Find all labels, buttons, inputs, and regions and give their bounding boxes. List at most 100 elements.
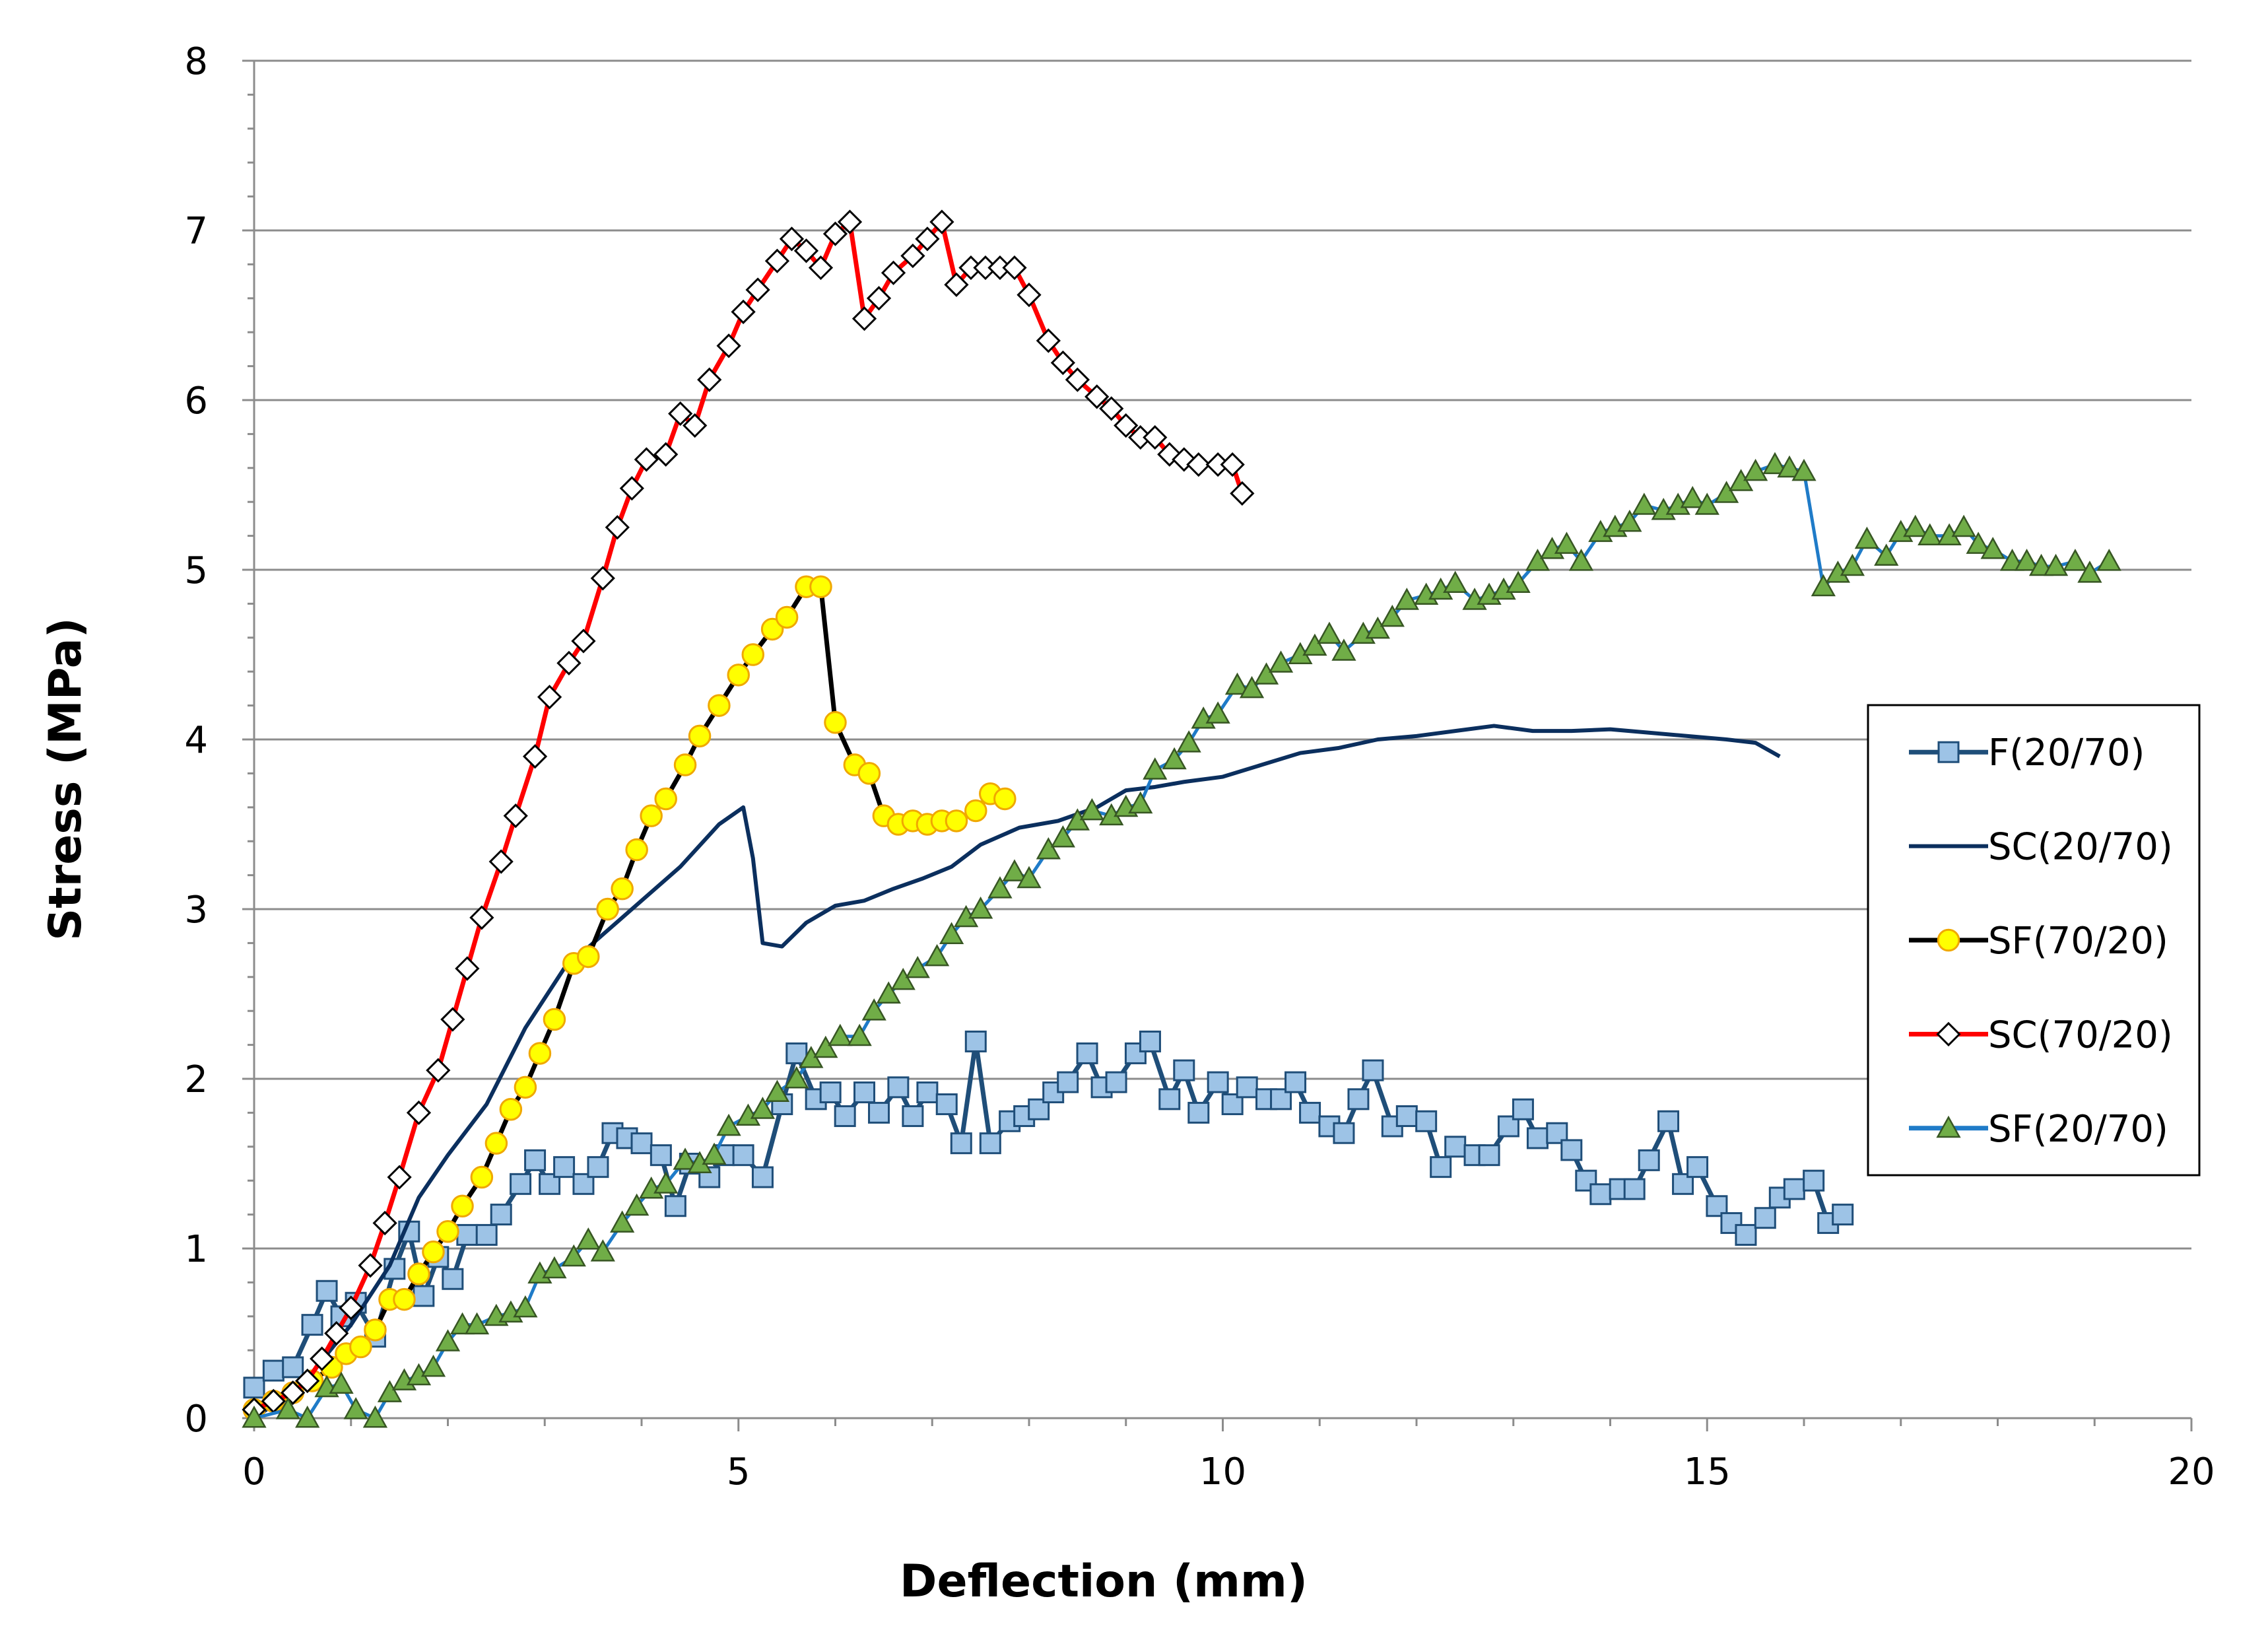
legend-marker-SC(70/20): [1936, 1021, 1961, 1047]
series-SC(70/20): [242, 209, 1255, 1422]
data-point-SF(20/70)-10: [420, 1354, 446, 1377]
data-point-F(20/70)-78: [1512, 1098, 1534, 1120]
data-point-SF(70/20)-11: [422, 1240, 445, 1264]
data-point-SF(70/20)-45: [964, 799, 987, 823]
data-point-F(20/70)-83: [1589, 1183, 1612, 1206]
data-point-SF(70/20)-44: [945, 809, 968, 833]
series-line-SC(20/70): [253, 724, 1781, 1420]
data-point-SC(70/20)-40: [881, 260, 906, 285]
legend-entry-SF(20/70): SF(20/70): [1909, 1108, 2168, 1151]
data-point-F(20/70)-21: [587, 1156, 609, 1179]
data-point-F(20/70)-90: [1706, 1195, 1728, 1217]
data-point-F(20/70)-12: [442, 1268, 464, 1290]
data-point-F(20/70)-96: [1803, 1169, 1825, 1192]
data-point-SC(70/20)-25: [653, 442, 679, 467]
data-point-SF(20/70)-101: [1854, 526, 1880, 549]
data-point-SF(20/70)-40: [890, 967, 916, 990]
data-point-SF(20/70)-52: [1079, 798, 1105, 821]
data-point-F(20/70)-2: [282, 1356, 304, 1379]
data-point-SC(70/20)-33: [779, 226, 805, 252]
data-point-SC(70/20)-23: [619, 476, 644, 501]
legend-marker-F(20/70): [1937, 741, 1960, 763]
data-point-SF(20/70)-20: [576, 1227, 601, 1250]
data-point-SF(20/70)-45: [968, 896, 993, 919]
legend-entry-SC(20/70): SC(20/70): [1909, 826, 2173, 869]
data-point-SC(70/20)-7: [358, 1253, 383, 1278]
y-tick-label-1: 1: [184, 1228, 208, 1271]
data-point-SC(70/20)-42: [915, 226, 940, 252]
data-point-SC(70/20)-18: [537, 685, 562, 710]
data-point-F(20/70)-61: [1236, 1076, 1258, 1099]
data-point-SF(70/20)-7: [364, 1318, 387, 1342]
data-point-SC(70/20)-14: [469, 905, 494, 930]
series-SC(20/70): [253, 724, 1781, 1420]
data-point-SF(20/70)-5: [343, 1397, 368, 1419]
data-point-SC(70/20)-3: [295, 1368, 320, 1394]
data-point-SF(20/70)-56: [1143, 757, 1168, 780]
data-point-SC(70/20)-34: [793, 238, 819, 263]
data-point-SC(70/20)-31: [745, 277, 770, 302]
data-point-SC(70/20)-39: [866, 286, 892, 311]
data-point-SC(70/20)-10: [406, 1100, 432, 1126]
data-point-SF(20/70)-48: [1017, 866, 1042, 889]
data-point-SF(70/20)-26: [654, 787, 677, 811]
data-point-SC(70/20)-16: [503, 803, 528, 829]
data-point-F(20/70)-73: [1430, 1156, 1452, 1179]
data-point-SF(20/70)-64: [1268, 650, 1294, 673]
y-tick-label-3: 3: [184, 889, 208, 932]
data-point-SF(20/70)-97: [1791, 458, 1817, 481]
data-point-SC(70/20)-52: [1065, 367, 1090, 392]
data-point-SF(20/70)-32: [764, 1079, 790, 1103]
data-point-F(20/70)-40: [902, 1105, 924, 1128]
data-point-SF(20/70)-1: [275, 1397, 300, 1419]
data-point-F(20/70)-68: [1347, 1088, 1370, 1110]
legend-entry-SF(70/20): SF(70/20): [1909, 920, 2168, 963]
data-point-SF(20/70)-35: [813, 1035, 838, 1058]
data-point-F(20/70)-65: [1299, 1101, 1321, 1124]
data-point-F(20/70)-30: [732, 1144, 754, 1167]
data-point-SC(70/20)-37: [837, 209, 863, 234]
data-point-F(20/70)-56: [1158, 1088, 1181, 1110]
data-point-SF(20/70)-107: [1951, 514, 1976, 537]
data-point-SF(20/70)-80: [1525, 549, 1551, 571]
data-point-F(20/70)-98: [1832, 1204, 1854, 1226]
data-point-SF(70/20)-9: [393, 1287, 416, 1311]
data-point-F(20/70)-76: [1478, 1144, 1500, 1167]
data-point-SF(20/70)-114: [2063, 549, 2088, 571]
data-point-F(20/70)-44: [964, 1030, 987, 1052]
legend-label-SC(70/20): SC(70/20): [1988, 1013, 2173, 1056]
y-tick-label-7: 7: [184, 210, 208, 253]
data-point-F(20/70)-59: [1207, 1071, 1229, 1093]
data-point-F(20/70)-81: [1560, 1139, 1583, 1161]
data-point-SF(70/20)-12: [436, 1220, 459, 1243]
data-point-F(20/70)-79: [1526, 1127, 1549, 1149]
data-point-F(20/70)-19: [553, 1156, 576, 1179]
legend-entry-SC(70/20): SC(70/20): [1909, 1013, 2173, 1056]
data-point-F(20/70)-87: [1657, 1110, 1680, 1132]
data-point-SC(70/20)-26: [668, 401, 693, 427]
data-point-SF(20/70)-47: [1002, 859, 1027, 881]
data-point-SC(70/20)-62: [1220, 452, 1245, 477]
data-point-SF(20/70)-67: [1317, 621, 1342, 644]
data-point-SF(20/70)-58: [1176, 730, 1201, 753]
data-point-F(20/70)-72: [1415, 1110, 1438, 1132]
legend-label-SC(20/70): SC(20/70): [1988, 826, 2173, 869]
data-point-SF(20/70)-7: [377, 1380, 403, 1402]
data-point-SC(70/20)-55: [1114, 413, 1139, 438]
data-point-SF(70/20)-32: [760, 617, 784, 641]
data-point-SF(20/70)-95: [1762, 452, 1787, 475]
data-point-SF(20/70)-115: [2077, 561, 2102, 583]
series-group: [242, 209, 2121, 1428]
data-point-SF(70/20)-25: [640, 804, 663, 827]
data-point-F(20/70)-15: [490, 1204, 512, 1226]
data-point-SF(20/70)-29: [716, 1113, 741, 1136]
data-point-SF(20/70)-31: [750, 1097, 776, 1119]
data-point-SF(20/70)-90: [1680, 485, 1705, 508]
data-point-SF(70/20)-15: [484, 1132, 508, 1155]
data-point-SF(20/70)-66: [1302, 633, 1327, 656]
data-point-F(20/70)-55: [1139, 1030, 1161, 1052]
data-point-SC(70/20)-12: [440, 1007, 465, 1032]
data-point-SF(20/70)-39: [876, 981, 901, 1004]
data-point-SF(70/20)-18: [528, 1042, 552, 1065]
